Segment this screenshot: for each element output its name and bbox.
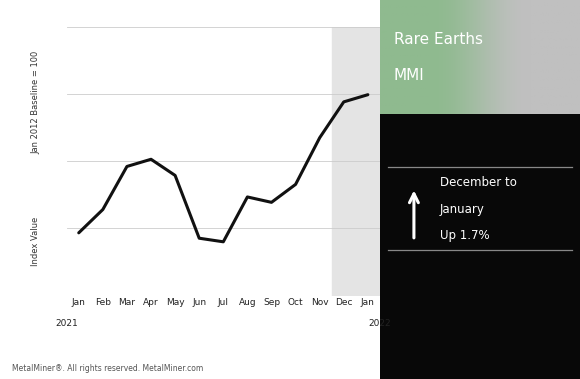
Text: Jan 2012 Baseline = 100: Jan 2012 Baseline = 100 — [31, 50, 40, 153]
Text: 2022: 2022 — [368, 319, 391, 328]
Text: January: January — [440, 203, 485, 216]
Text: Rare Earths: Rare Earths — [394, 32, 483, 47]
Text: Up 1.7%: Up 1.7% — [440, 229, 490, 242]
Text: 2021: 2021 — [55, 319, 78, 328]
Text: December to: December to — [440, 176, 517, 189]
Text: Index Value: Index Value — [31, 217, 40, 266]
Text: MetalMiner®. All rights reserved. MetalMiner.com: MetalMiner®. All rights reserved. MetalM… — [12, 364, 203, 373]
Text: MMI: MMI — [394, 68, 425, 83]
Bar — [332, 27, 380, 296]
